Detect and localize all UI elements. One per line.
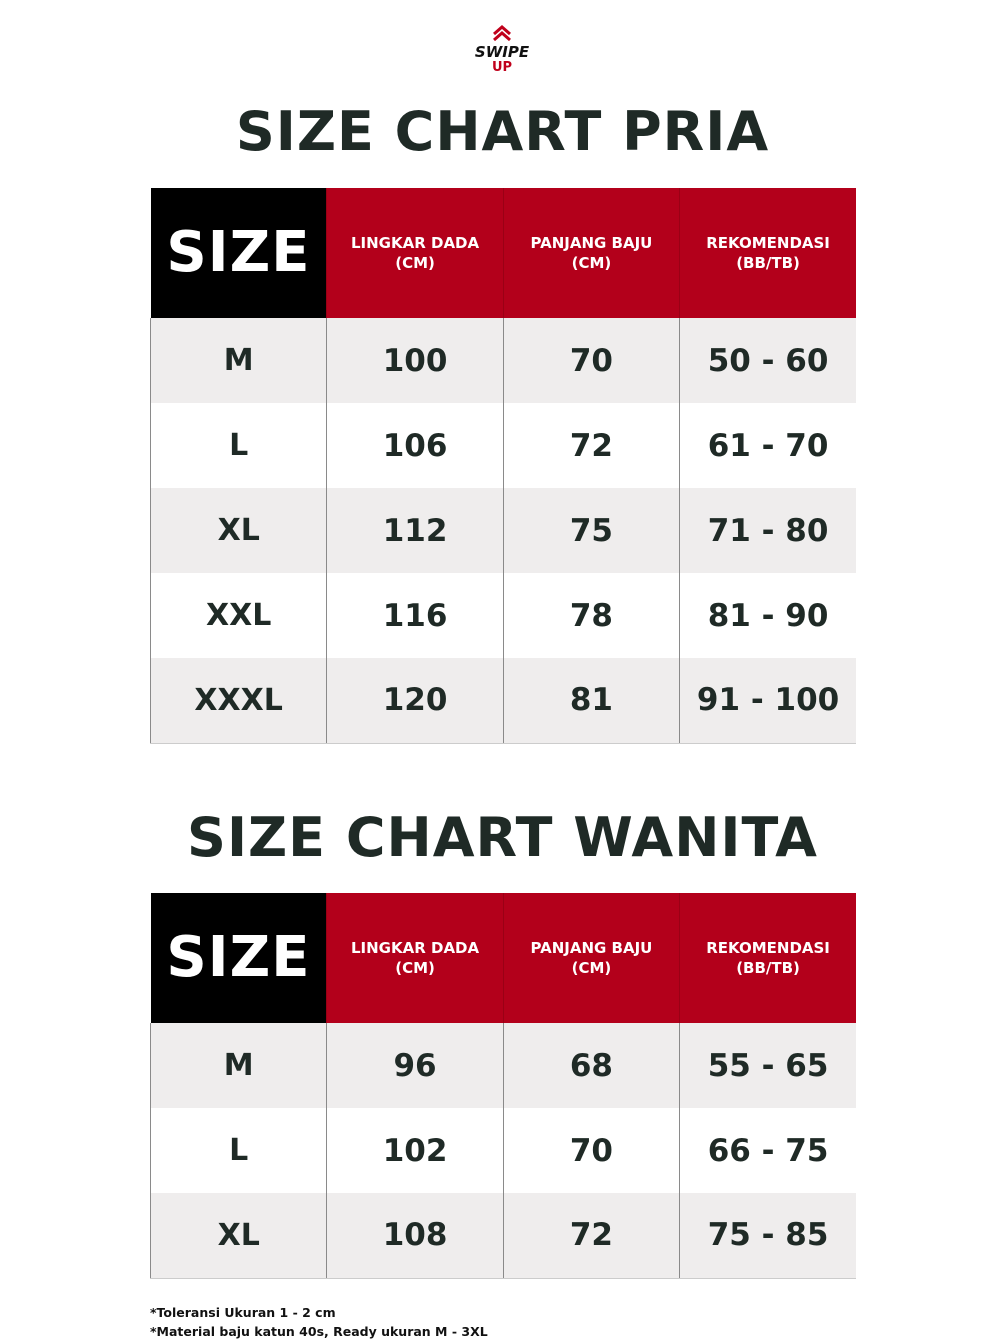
- cell-recommendation: 91 - 100: [679, 658, 856, 744]
- swipe-up-logo: SWIPE UP: [475, 25, 530, 74]
- cell-chest: 112: [326, 488, 504, 573]
- cell-recommendation: 50 - 60: [679, 318, 856, 403]
- note-material: *Material baju katun 40s, Ready ukuran M…: [150, 1324, 488, 1339]
- cell-recommendation: 61 - 70: [679, 403, 856, 488]
- cell-length: 72: [502, 1193, 680, 1279]
- svg-text:SWIPE: SWIPE: [475, 43, 530, 61]
- cell-length: 75: [502, 488, 680, 573]
- table-row: M 100 70 50 - 60: [149, 318, 856, 403]
- cell-length: 70: [502, 318, 680, 403]
- cell-size: XL: [149, 1193, 327, 1279]
- table-row: XXXL 120 81 91 - 100: [149, 658, 856, 744]
- footnotes: *Toleransi Ukuran 1 - 2 cm *Material baj…: [150, 1303, 488, 1341]
- header-size: SIZE: [150, 893, 327, 1023]
- title-wanita: SIZE CHART WANITA: [187, 806, 818, 869]
- cell-length: 81: [502, 658, 680, 744]
- header-recommendation: REKOMENDASI (BB/TB): [679, 893, 856, 1023]
- cell-size: M: [149, 318, 327, 403]
- cell-chest: 100: [326, 318, 504, 403]
- cell-recommendation: 75 - 85: [679, 1193, 856, 1279]
- table-row: XXL 116 78 81 - 90: [149, 573, 856, 658]
- title-pria: SIZE CHART PRIA: [235, 100, 770, 163]
- table-row: L 106 72 61 - 70: [149, 403, 856, 488]
- size-table-wanita: SIZE LINGKAR DADA (CM) PANJANG BAJU (CM) R…: [149, 893, 856, 1279]
- table-row: M 96 68 55 - 65: [149, 1023, 856, 1108]
- cell-recommendation: 71 - 80: [679, 488, 856, 573]
- header-size: SIZE: [150, 188, 327, 318]
- cell-chest: 116: [326, 573, 504, 658]
- cell-length: 70: [502, 1108, 680, 1193]
- svg-text:UP: UP: [492, 60, 512, 74]
- size-table-pria: SIZE LINGKAR DADA (CM) PANJANG BAJU (CM) R…: [149, 188, 856, 744]
- cell-size: L: [149, 403, 327, 488]
- cell-chest: 106: [326, 403, 504, 488]
- cell-chest: 108: [326, 1193, 504, 1279]
- header-chest: LINGKAR DADA (CM): [326, 893, 504, 1023]
- header-recommendation: REKOMENDASI (BB/TB): [679, 188, 856, 318]
- cell-size: XXXL: [149, 658, 327, 744]
- cell-length: 68: [502, 1023, 680, 1108]
- cell-chest: 96: [326, 1023, 504, 1108]
- cell-length: 72: [502, 403, 680, 488]
- header-length: PANJANG BAJU (CM): [502, 893, 680, 1023]
- table-row: L 102 70 66 - 75: [149, 1108, 856, 1193]
- table-row: XL 108 72 75 - 85: [149, 1193, 856, 1279]
- cell-length: 78: [502, 573, 680, 658]
- cell-size: L: [149, 1108, 327, 1193]
- cell-recommendation: 55 - 65: [679, 1023, 856, 1108]
- cell-chest: 120: [326, 658, 504, 744]
- cell-size: XXL: [149, 573, 327, 658]
- cell-size: XL: [149, 488, 327, 573]
- note-tolerance: *Toleransi Ukuran 1 - 2 cm: [150, 1305, 336, 1320]
- cell-size: M: [149, 1023, 327, 1108]
- cell-recommendation: 81 - 90: [679, 573, 856, 658]
- header-chest: LINGKAR DADA (CM): [326, 188, 504, 318]
- cell-chest: 102: [326, 1108, 504, 1193]
- header-length: PANJANG BAJU (CM): [502, 188, 680, 318]
- cell-recommendation: 66 - 75: [679, 1108, 856, 1193]
- table-row: XL 112 75 71 - 80: [149, 488, 856, 573]
